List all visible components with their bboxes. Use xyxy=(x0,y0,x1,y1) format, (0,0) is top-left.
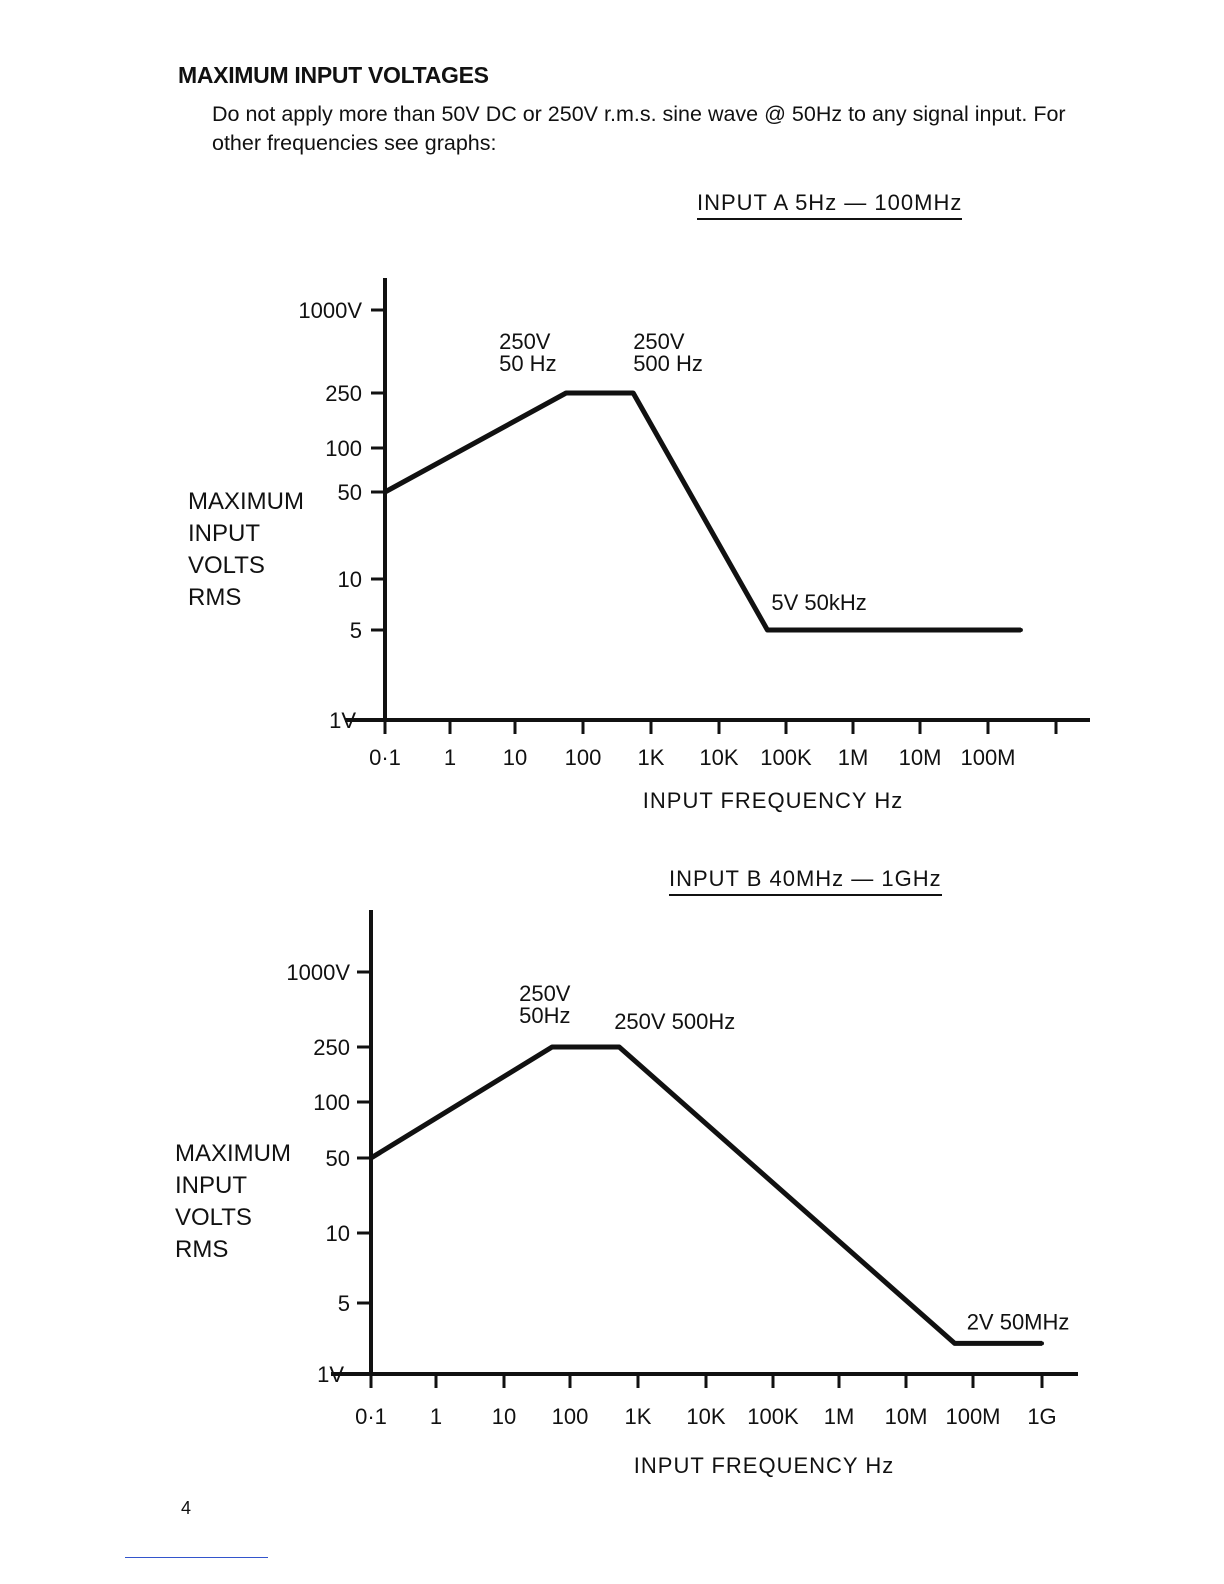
chart-b-y-tick-label: 5 xyxy=(338,1291,350,1316)
chart-a-annotation: 250V 50 Hz xyxy=(499,329,556,376)
chart-b-data-point xyxy=(617,1045,622,1049)
chart-b-y-tick-label: 10 xyxy=(326,1221,350,1246)
chart-b-x-tick-label: 10 xyxy=(492,1404,516,1429)
chart-a-annotation: 250V 500 Hz xyxy=(633,329,703,376)
chart-b-annotation: 250V 500Hz xyxy=(614,1009,735,1034)
chart-a-x-tick-label: 1 xyxy=(444,745,456,770)
chart-b-y-tick-label: 1000V xyxy=(286,960,350,985)
chart-b-y-tick-label: 250 xyxy=(313,1035,350,1060)
chart-a-title: INPUT A 5Hz — 100MHz xyxy=(697,190,963,220)
chart-b-annotation: 2V 50MHz xyxy=(967,1309,1070,1334)
chart-a-y-tick-label: 1000V xyxy=(298,298,362,323)
chart-b-data-point xyxy=(1040,1341,1044,1346)
page-heading: MAXIMUM INPUT VOLTAGES xyxy=(178,62,489,88)
chart-a-y-tick-label: 100 xyxy=(325,436,362,461)
chart-a-x-tick-label: 10 xyxy=(503,745,527,770)
chart-b-data-point xyxy=(369,1156,373,1160)
chart-a-data-point xyxy=(564,391,569,395)
chart-a-y-tick-label: 50 xyxy=(338,480,362,505)
chart-a-x-tick-label: 100M xyxy=(960,745,1015,770)
chart-a-data-point xyxy=(383,490,387,494)
chart-b-ylabel: MAXIMUM INPUT VOLTS RMS xyxy=(175,1140,291,1263)
chart-a-y-tick-label: 10 xyxy=(338,567,362,592)
chart-a: 0·1 1 10 100 1K 10K 100K 1M 10M 100M 1000V 250 100 50… xyxy=(298,278,1090,813)
chart-b-x-axis-title: INPUT FREQUENCY Hz xyxy=(634,1453,894,1478)
chart-a-data-point xyxy=(765,628,770,632)
chart-b-x-tick-label: 100K xyxy=(747,1404,799,1429)
chart-b-x-tick-label: 10K xyxy=(686,1404,725,1429)
chart-b-annotation: 250V 50Hz xyxy=(519,981,571,1028)
chart-b-title: INPUT B 40MHz — 1GHz xyxy=(669,866,942,896)
chart-b-x-tick-label: 100M xyxy=(945,1404,1000,1429)
chart-a-y-tick-label: 5 xyxy=(350,618,362,643)
chart-b-x-tick-label: 1G xyxy=(1027,1404,1056,1429)
chart-a-x-tick-label: 10K xyxy=(699,745,738,770)
chart-b-x-tick-label: 1K xyxy=(625,1404,652,1429)
chart-b-data-point xyxy=(550,1045,555,1049)
chart-a-data-point xyxy=(631,391,636,395)
chart-a-x-axis-title: INPUT FREQUENCY Hz xyxy=(643,788,903,813)
chart-a-x-tick-label: 100 xyxy=(565,745,602,770)
chart-b-x-tick-label: 100 xyxy=(552,1404,589,1429)
chart-a-x-tick-label: 10M xyxy=(899,745,942,770)
footer-rule xyxy=(125,1557,268,1558)
chart-a-data-point xyxy=(1018,628,1023,632)
chart-b-data-point xyxy=(952,1341,957,1346)
chart-a-x-tick-label: 1M xyxy=(838,745,869,770)
chart-b-series-line xyxy=(369,1044,1042,1346)
chart-b-x-tick-label: 1M xyxy=(824,1404,855,1429)
chart-b-x-tick-label: 10M xyxy=(885,1404,928,1429)
chart-b-y-tick-label: 50 xyxy=(326,1146,350,1171)
page-number: 4 xyxy=(181,1498,192,1518)
chart-a-x-tick-label: 100K xyxy=(760,745,812,770)
chart-b-y-tick-label: 1V xyxy=(317,1362,344,1387)
intro-paragraph: Do not apply more than 50V DC or 250V r.… xyxy=(212,102,1066,155)
chart-a-annotation: 5V 50kHz xyxy=(771,590,866,615)
chart-a-x-tick-label: 1K xyxy=(638,745,665,770)
chart-a-y-tick-label: 250 xyxy=(325,381,362,406)
chart-a-x-tick-label: 0·1 xyxy=(369,745,401,770)
chart-a-y-tick-label: 1V xyxy=(329,708,356,733)
chart-b-y-tick-label: 100 xyxy=(313,1090,350,1115)
chart-a-ylabel: MAXIMUM INPUT VOLTS RMS xyxy=(188,488,304,611)
chart-b: 0·1 1 10 100 1K 10K 100K 1M 10M 100M 1G 1000V 250 100… xyxy=(286,910,1078,1478)
chart-b-x-tick-label: 0·1 xyxy=(355,1404,387,1429)
chart-b-x-tick-label: 1 xyxy=(430,1404,442,1429)
